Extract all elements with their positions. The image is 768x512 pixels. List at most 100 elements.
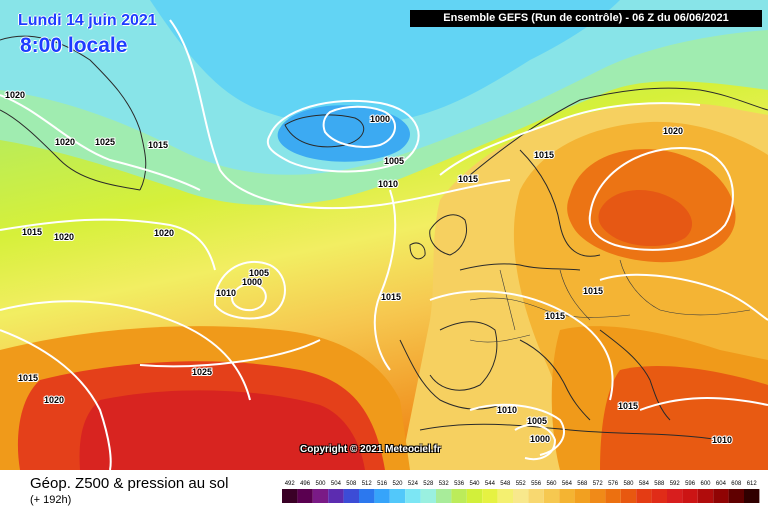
isobar-label: 1010 bbox=[378, 179, 398, 189]
scale-swatch bbox=[343, 489, 359, 503]
scale-swatch bbox=[667, 489, 683, 503]
isobar-line-7 bbox=[0, 218, 216, 271]
scale-tick-label: 512 bbox=[361, 481, 372, 487]
field-band-colder bbox=[150, 0, 620, 126]
scale-tick-label: 608 bbox=[731, 481, 742, 487]
isobar-line-6 bbox=[588, 147, 734, 251]
isobar-line-1 bbox=[0, 94, 201, 191]
coast-iberia bbox=[399, 339, 501, 410]
isobar-label: 1015 bbox=[534, 150, 554, 160]
isobar-line-4 bbox=[322, 105, 396, 148]
color-scale bbox=[282, 489, 760, 503]
scale-swatch bbox=[312, 489, 329, 503]
border-4 bbox=[619, 259, 751, 316]
scale-tick-label: 612 bbox=[746, 481, 757, 487]
scale-swatch bbox=[436, 489, 452, 503]
coast-scandinavia-north bbox=[469, 87, 768, 176]
scale-swatch bbox=[374, 489, 390, 503]
isobar-line-8 bbox=[214, 260, 286, 320]
scale-tick-label: 500 bbox=[315, 481, 326, 487]
scale-swatch bbox=[543, 489, 560, 503]
coast-north-africa bbox=[419, 423, 721, 441]
scale-swatch bbox=[420, 489, 436, 503]
field-far-south-east bbox=[600, 365, 768, 470]
isobar-label: 1000 bbox=[370, 114, 390, 124]
isobar-label: 1015 bbox=[148, 140, 168, 150]
isobar-label: 1025 bbox=[192, 367, 212, 377]
coast-italy bbox=[519, 339, 591, 421]
isobar-labels: 1020 1020 1025 1015 1000 1005 1010 1015 … bbox=[4, 89, 733, 446]
borders bbox=[469, 259, 751, 343]
scale-swatch bbox=[497, 489, 513, 503]
isobar-label: 1010 bbox=[712, 435, 732, 445]
scale-tick-label: 548 bbox=[500, 481, 511, 487]
scale-tick-label: 604 bbox=[715, 481, 726, 487]
isobar-label: 1020 bbox=[44, 395, 64, 405]
legend-subtitle: (+ 192h) bbox=[30, 494, 72, 506]
scale-swatch bbox=[574, 489, 590, 503]
isobar-label: 1010 bbox=[497, 405, 517, 415]
scale-tick-label: 508 bbox=[346, 481, 357, 487]
scale-swatch bbox=[620, 489, 637, 503]
border-1 bbox=[469, 297, 631, 318]
scale-tick-label: 520 bbox=[392, 481, 403, 487]
isobar-line-5 bbox=[439, 102, 701, 176]
isobar-line-11 bbox=[0, 329, 112, 470]
isobar-label: 1020 bbox=[663, 126, 683, 136]
scale-tick-label: 516 bbox=[377, 481, 388, 487]
isobar-label: 1005 bbox=[527, 416, 547, 426]
scale-swatch bbox=[728, 489, 744, 503]
scale-tick-label: 596 bbox=[685, 481, 696, 487]
scale-tick-label: 572 bbox=[592, 481, 603, 487]
scale-tick-label: 504 bbox=[330, 481, 341, 487]
isobar-label: 1015 bbox=[583, 286, 603, 296]
scale-swatch bbox=[405, 489, 421, 503]
isobar-line-18 bbox=[139, 339, 321, 368]
isobar-label: 1010 bbox=[216, 288, 236, 298]
scale-swatch bbox=[389, 489, 406, 503]
copyright-notice: Copyright © 2021 Meteociel.fr bbox=[300, 444, 441, 455]
isobar-label: 1015 bbox=[618, 401, 638, 411]
warm-core-scandinavia-inner bbox=[598, 190, 693, 247]
coast-iceland bbox=[284, 114, 365, 148]
isobar-line-17 bbox=[639, 397, 768, 411]
isobar-line-9 bbox=[230, 283, 267, 312]
forecast-local-time: 8:00 locale bbox=[20, 34, 128, 57]
run-info-banner: Ensemble GEFS (Run de contrôle) - 06 Z d… bbox=[410, 10, 762, 27]
scale-tick-label: 492 bbox=[284, 481, 295, 487]
field-azores-core bbox=[79, 390, 366, 470]
scale-swatch bbox=[282, 489, 298, 503]
coast-britain bbox=[429, 214, 467, 256]
isobar-line-13 bbox=[429, 290, 614, 401]
isobar-label: 1015 bbox=[381, 292, 401, 302]
isobar-label: 1020 bbox=[154, 228, 174, 238]
coast-iberia-north bbox=[429, 321, 498, 391]
isobar-line-10 bbox=[0, 300, 251, 401]
isobar-label: 1015 bbox=[458, 174, 478, 184]
scale-swatch bbox=[682, 489, 698, 503]
geopotential-map: 1020 1020 1025 1015 1000 1005 1010 1015 … bbox=[0, 0, 768, 470]
isobar-label: 1000 bbox=[242, 277, 262, 287]
scale-swatch bbox=[559, 489, 575, 503]
isobar-lines bbox=[0, 19, 768, 470]
coast-ireland bbox=[409, 242, 426, 260]
isobar-line-16 bbox=[599, 273, 768, 321]
scale-swatch bbox=[297, 489, 313, 503]
isobar-line-12 bbox=[373, 189, 397, 371]
scale-swatch bbox=[528, 489, 544, 503]
scale-swatch bbox=[451, 489, 467, 503]
low-core-iceland bbox=[277, 105, 410, 162]
coast-greenland-east bbox=[0, 35, 147, 191]
isobar-label: 1005 bbox=[249, 268, 269, 278]
scale-tick-label: 568 bbox=[577, 481, 588, 487]
scale-tick-label: 496 bbox=[300, 481, 311, 487]
scale-swatch bbox=[513, 489, 529, 503]
scale-tick-label: 560 bbox=[546, 481, 557, 487]
scale-swatch bbox=[482, 489, 498, 503]
legend-title: Géop. Z500 & pression au sol bbox=[30, 475, 229, 492]
color-scale-swatches bbox=[282, 489, 760, 503]
isobar-label: 1020 bbox=[54, 232, 74, 242]
scale-tick-label: 588 bbox=[654, 481, 665, 487]
scale-swatch bbox=[359, 489, 375, 503]
scale-swatch bbox=[697, 489, 714, 503]
